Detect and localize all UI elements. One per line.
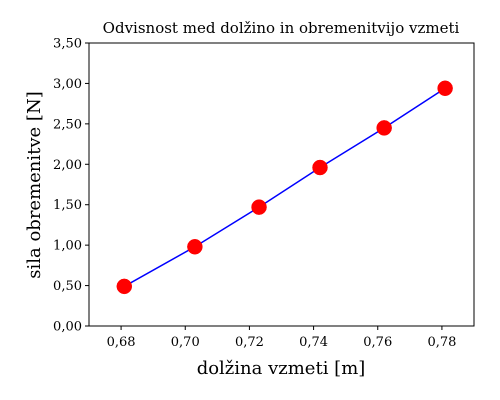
plot-frame	[88, 42, 475, 327]
y-tick-label: 1,00	[53, 239, 82, 254]
chart-title: Odvisnost med dolžino in obremenitvijo v…	[103, 19, 460, 37]
y-tick-label: 0,50	[53, 279, 82, 294]
y-tick-label: 1,50	[53, 198, 82, 213]
data-point	[116, 278, 133, 295]
x-tick-label: 0,78	[427, 335, 456, 350]
data-point	[437, 80, 453, 97]
x-tick-label: 0,74	[299, 335, 328, 350]
data-point	[251, 199, 267, 215]
series-line	[123, 87, 446, 288]
y-tick-label: 3,00	[53, 77, 82, 92]
plot-area: 0,68 0,70 0,72 0,74 0,76 0,78 0,00 0,50 1,00 1,50…	[53, 37, 475, 350]
x-axis-label: dolžina vzmeti [m]	[197, 358, 366, 379]
data-point	[312, 159, 328, 176]
y-tick-label: 3,50	[53, 37, 82, 52]
y-tick-label: 0,00	[53, 320, 82, 335]
x-tick-label: 0,70	[171, 335, 200, 350]
x-tick-label: 0,76	[363, 335, 392, 350]
x-tick-label: 0,72	[235, 335, 264, 350]
data-point	[187, 239, 203, 255]
y-tick-label: 2,50	[53, 117, 82, 132]
y-tick-label: 2,00	[53, 158, 82, 173]
data-point	[376, 120, 392, 136]
x-tick-label: 0,68	[107, 335, 136, 350]
y-axis-label: sila obremenitve [N]	[24, 91, 45, 278]
